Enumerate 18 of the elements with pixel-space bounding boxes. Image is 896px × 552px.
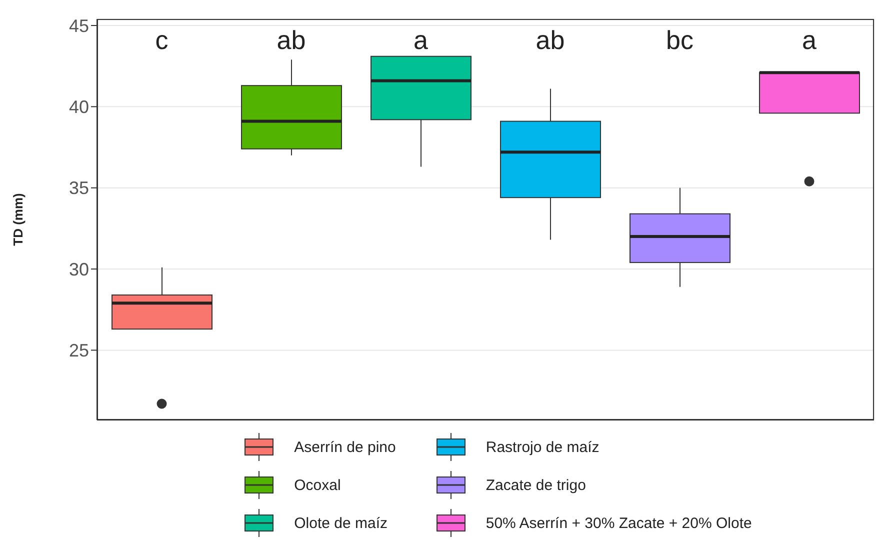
annotation: ab [276, 25, 307, 56]
legend-label: Rastrojo de maíz [486, 438, 600, 456]
y-tick-label: 40 [68, 97, 89, 118]
annotation: bc [665, 25, 694, 56]
annotation: ab [534, 25, 566, 56]
annotation: a [801, 25, 818, 56]
annotation: c [154, 25, 170, 56]
legend-label: Zacate de trigo [486, 476, 586, 494]
legend-label: 50% Aserrín + 30% Zacate + 20% Olote [486, 514, 752, 532]
legend-label: Aserrín de pino [294, 438, 396, 456]
legend-label: Ocoxal [294, 476, 341, 494]
y-tick-label: 35 [68, 178, 89, 198]
legend-label: Olote de maíz [294, 514, 388, 532]
y-tick-label: 30 [68, 259, 89, 280]
y-tick-label: 45 [68, 16, 89, 36]
annotation: a [412, 25, 429, 56]
y-axis-title: TD (mm) [10, 193, 26, 246]
y-tick-label: 25 [68, 340, 89, 361]
